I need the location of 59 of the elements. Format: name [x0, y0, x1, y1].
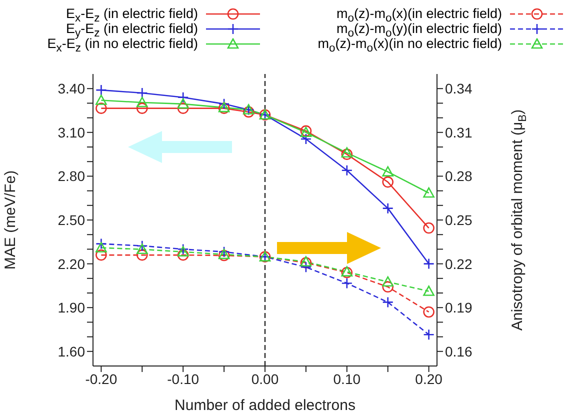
point [96, 94, 107, 105]
x-axis-title: Number of added electrons [174, 397, 356, 414]
point [382, 276, 394, 287]
y-tick-label: 2.80 [58, 168, 86, 184]
point [136, 244, 148, 254]
y-tick-label: 1.90 [58, 300, 86, 316]
point [136, 102, 148, 114]
point [136, 240, 148, 252]
point [423, 222, 434, 234]
point [96, 249, 107, 261]
point [341, 147, 353, 158]
y2-tick-label: 0.16 [445, 343, 472, 360]
point [341, 278, 353, 289]
point [382, 202, 394, 214]
x-tick-label: 0.00 [251, 370, 279, 387]
point [218, 98, 230, 110]
point [177, 98, 189, 109]
legend-label: m$_{o}$(z)-m$_{o}$(x)(in no electric field) [318, 36, 502, 55]
y-tick-label: 3.10 [58, 124, 86, 140]
y-axis-title: MAE (meV/Fe) [2, 170, 18, 270]
point [300, 262, 312, 273]
x-tick-label: 0.20 [415, 370, 443, 387]
point [96, 102, 107, 114]
point [341, 148, 353, 160]
y-tick-label: 2.50 [58, 212, 86, 228]
point [96, 238, 107, 250]
y2-tick-label: 0.31 [445, 124, 472, 140]
y-tick-label: 3.40 [58, 80, 86, 97]
point [423, 258, 434, 270]
point [423, 306, 434, 318]
x-tick-label: -0.20 [85, 370, 118, 387]
point [136, 87, 148, 99]
point [96, 242, 107, 252]
point [423, 286, 434, 296]
y2-tick-label: 0.34 [445, 80, 472, 97]
point [96, 84, 107, 96]
point [382, 166, 394, 176]
y-tick-label: 2.20 [58, 256, 86, 272]
x-tick-label: 0.10 [333, 370, 361, 387]
point [177, 249, 189, 261]
point [341, 164, 353, 176]
point [136, 96, 148, 108]
y2-tick-label: 0.28 [445, 168, 472, 184]
point [382, 296, 394, 308]
point [300, 133, 312, 145]
point [423, 187, 434, 198]
point [177, 92, 189, 104]
point [136, 249, 148, 261]
point [382, 281, 394, 293]
point [177, 102, 189, 114]
point [382, 176, 394, 188]
y2-tick-label: 0.25 [445, 212, 472, 228]
point [177, 246, 189, 256]
point [423, 328, 434, 340]
y2-tick-label: 0.19 [445, 300, 472, 316]
point [242, 106, 254, 118]
y-tick-label: 1.60 [58, 343, 86, 360]
y2-tick-label: 0.22 [445, 256, 472, 272]
x-tick-label: -0.10 [167, 370, 200, 387]
